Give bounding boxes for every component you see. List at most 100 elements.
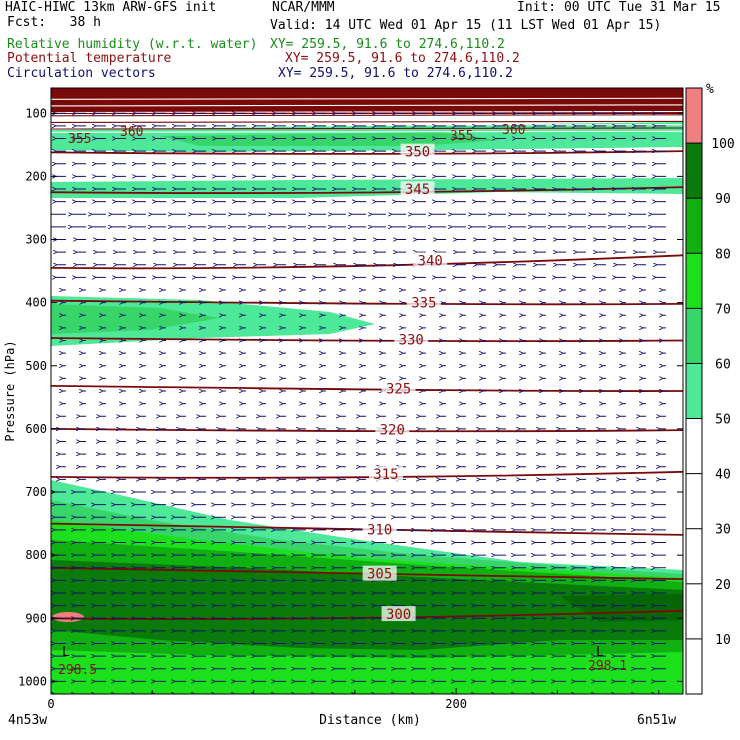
colorbar-label-70: 70 (715, 302, 731, 317)
rh-surface-70 (51, 650, 683, 694)
colorbar-label-10: 10 (715, 633, 731, 648)
y-tick-label-700: 700 (25, 485, 47, 499)
colorbar-band-90 (686, 143, 702, 199)
init-time: Init: 00 UTC Tue 31 Mar 15 (517, 0, 721, 15)
theta-upper-line (51, 101, 683, 104)
model-title: HAIC-HIWC 13km ARW-GFS init (5, 0, 217, 15)
theta-label-bg-320 (375, 421, 410, 437)
circulation-vectors (52, 113, 666, 694)
theta-contour-340 (51, 254, 683, 270)
theta-label-330: 330 (399, 332, 424, 348)
theta-label-325: 325 (386, 382, 411, 398)
valid-time: Valid: 14 UTC Wed 01 Apr 15 (11 LST Wed … (270, 18, 662, 33)
x-axis: 0 200 (47, 688, 660, 711)
minimum-value-left: 298.5 (58, 663, 97, 678)
theta-label-340: 340 (418, 253, 443, 269)
colorbar-label-50: 50 (715, 413, 731, 428)
colorbar-label-30: 30 (715, 523, 731, 538)
y-tick-label-800: 800 (25, 548, 47, 562)
y-tick-label-600: 600 (25, 422, 47, 436)
field-rh-xy: XY= 259.5, 91.6 to 274.6,110.2 (270, 37, 505, 52)
colorbar-label-100: 100 (711, 137, 734, 152)
field-vector-label: Circulation vectors (7, 66, 156, 81)
theta-label-bg-345 (400, 181, 435, 197)
theta-upper-label-355a: 355 (68, 132, 91, 147)
theta-upper-line (51, 127, 683, 130)
theta-upper-line (51, 120, 683, 123)
colorbar-band-0 (686, 418, 702, 694)
org-label: NCAR/MMM (272, 0, 335, 15)
theta-upper-line (51, 97, 683, 100)
rh-band-mid-core (51, 304, 220, 334)
theta-label-bg-325 (381, 380, 416, 396)
theta-upper-label-360b: 360 (502, 123, 525, 138)
x-axis-right-endpoint: 6n51w (637, 713, 676, 728)
colorbar-band-70 (686, 253, 702, 309)
y-tick-label-1000: 1000 (18, 674, 47, 688)
y-tick-label-300: 300 (25, 233, 47, 247)
theta-label-310: 310 (367, 522, 392, 538)
minimum-value-right: 298.1 (588, 659, 627, 674)
colorbar-unit: % (706, 82, 714, 97)
theta-label-335: 335 (411, 296, 436, 312)
rh-supersat-patch (52, 612, 84, 622)
theta-label-bg-350 (400, 143, 435, 159)
theta-label-350: 350 (405, 145, 430, 161)
colorbar-band-60 (686, 308, 702, 364)
theta-label-bg-330 (394, 331, 429, 347)
theta-label-300: 300 (386, 607, 411, 623)
theta-label-315: 315 (373, 467, 398, 483)
colorbar-band-80 (686, 198, 702, 254)
theta-upper-label-360a: 360 (120, 125, 143, 140)
theta-upper-lines (51, 94, 683, 133)
y-tick-label-400: 400 (25, 296, 47, 310)
colorbar-band-50 (686, 363, 702, 419)
theta-upper-label-355b: 355 (450, 129, 473, 144)
colorbar-label-40: 40 (715, 468, 731, 483)
theta-upper-line (51, 104, 683, 107)
theta-label-bg-315 (368, 466, 403, 482)
colorbar-band-100 (686, 88, 702, 144)
theta-upper-line (51, 130, 683, 133)
colorbar-label-90: 90 (715, 192, 731, 207)
theta-contour-310 (51, 522, 683, 536)
forecast-hour: Fcst: 38 h (7, 15, 101, 30)
colorbar-frame (685, 87, 703, 695)
field-rh-label: Relative humidity (w.r.t. water) (7, 37, 258, 52)
theta-contour-305 (51, 566, 683, 580)
minimum-marker-left: L (62, 645, 70, 660)
x-axis-left-endpoint: 4n53w (8, 713, 47, 728)
theta-label-bg-305 (362, 565, 397, 581)
theta-contour-315 (51, 470, 683, 479)
rh-band-upper-core (160, 132, 500, 146)
rh-colorbar: 10 20 30 40 50 60 70 80 90 100 (685, 87, 735, 695)
colorbar-label-80: 80 (715, 247, 731, 262)
rh-top-saturated (51, 88, 683, 114)
theta-label-bg-300 (381, 606, 416, 622)
field-theta-xy: XY= 259.5, 91.6 to 274.6,110.2 (285, 51, 520, 66)
x-tick-label-0: 0 (47, 697, 54, 711)
colorbar-label-60: 60 (715, 357, 731, 372)
plot-frame (50, 87, 684, 695)
theta-upper-line (51, 107, 683, 110)
y-tick-label-900: 900 (25, 611, 47, 625)
theta-contour-325 (51, 385, 683, 392)
theta-label-320: 320 (380, 423, 405, 439)
theta-upper-line (51, 117, 683, 120)
theta-label-345: 345 (405, 182, 430, 198)
theta-contour-labels: 300 305 310 315 320 325 330 335 340 345 350 (362, 143, 448, 623)
field-vector-xy: XY= 259.5, 91.6 to 274.6,110.2 (278, 66, 513, 81)
theta-upper-line (51, 110, 683, 114)
rh-low-90 (51, 560, 683, 650)
x-tick-label-200: 200 (445, 697, 467, 711)
y-axis-title: Pressure (hPa) (3, 340, 17, 441)
minimum-marker-right: L (596, 645, 604, 660)
theta-upper-line (51, 114, 683, 117)
theta-label-bg-310 (362, 521, 397, 537)
theta-upper-line (51, 94, 683, 97)
field-theta-label: Potential temperature (7, 51, 172, 66)
theta-label-305: 305 (367, 567, 392, 583)
colorbar-label-20: 20 (715, 578, 731, 593)
y-axis: 100 200 300 400 500 600 700 800 900 1000 (18, 106, 683, 688)
